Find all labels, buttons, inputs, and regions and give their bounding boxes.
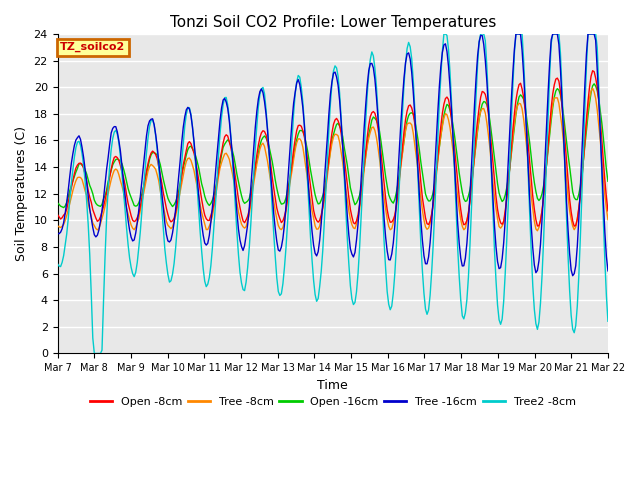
Open -8cm: [604, 208, 612, 214]
Open -8cm: [294, 123, 302, 129]
Tree -8cm: [236, 216, 244, 221]
Tree -16cm: [294, 77, 302, 83]
Tree -8cm: [534, 228, 541, 234]
Open -8cm: [575, 205, 582, 211]
Tree -16cm: [54, 230, 61, 236]
Open -16cm: [237, 193, 245, 199]
Tree -16cm: [577, 185, 584, 191]
Line: Tree2 -8cm: Tree2 -8cm: [58, 34, 608, 353]
Tree2 -8cm: [577, 235, 584, 240]
Open -16cm: [296, 128, 303, 133]
Open -8cm: [570, 223, 578, 229]
Open -8cm: [54, 212, 61, 217]
Line: Open -8cm: Open -8cm: [58, 71, 608, 226]
Tree -16cm: [604, 268, 612, 274]
Legend: Open -8cm, Tree -8cm, Open -16cm, Tree -16cm, Tree2 -8cm: Open -8cm, Tree -8cm, Open -16cm, Tree -…: [85, 393, 580, 412]
Line: Tree -16cm: Tree -16cm: [58, 34, 608, 276]
Tree2 -8cm: [90, 350, 98, 356]
Line: Open -16cm: Open -16cm: [58, 84, 608, 207]
Tree2 -8cm: [220, 102, 227, 108]
Open -8cm: [218, 149, 225, 155]
Tree -8cm: [294, 136, 302, 142]
Tree2 -8cm: [442, 31, 449, 37]
Tree2 -8cm: [604, 318, 612, 324]
Tree2 -8cm: [237, 280, 245, 286]
Title: Tonzi Soil CO2 Profile: Lower Temperatures: Tonzi Soil CO2 Profile: Lower Temperatur…: [170, 15, 496, 30]
Open -16cm: [220, 144, 227, 150]
Open -16cm: [60, 204, 67, 210]
Text: TZ_soilco2: TZ_soilco2: [60, 42, 125, 52]
Tree -8cm: [121, 198, 129, 204]
Tree2 -8cm: [123, 225, 131, 230]
Tree2 -8cm: [54, 261, 61, 267]
X-axis label: Time: Time: [317, 379, 348, 392]
Open -8cm: [121, 181, 129, 187]
Tree -8cm: [589, 85, 596, 91]
Tree2 -8cm: [247, 223, 255, 228]
Tree2 -8cm: [296, 74, 303, 80]
Open -16cm: [54, 200, 61, 206]
Open -8cm: [236, 204, 244, 210]
Y-axis label: Soil Temperatures (C): Soil Temperatures (C): [15, 126, 28, 261]
Tree -16cm: [245, 206, 253, 212]
Tree -16cm: [512, 31, 520, 37]
Tree -8cm: [604, 217, 612, 223]
Open -16cm: [590, 81, 598, 87]
Open -8cm: [589, 68, 596, 73]
Tree -16cm: [218, 105, 225, 111]
Tree -8cm: [245, 212, 253, 217]
Tree -8cm: [218, 160, 225, 166]
Open -16cm: [604, 179, 612, 184]
Open -16cm: [123, 179, 131, 184]
Tree -16cm: [121, 192, 129, 197]
Tree -8cm: [54, 223, 61, 228]
Line: Tree -8cm: Tree -8cm: [58, 88, 608, 231]
Tree -16cm: [236, 237, 244, 243]
Open -16cm: [247, 190, 255, 196]
Tree -8cm: [575, 206, 582, 212]
Open -8cm: [245, 207, 253, 213]
Open -16cm: [575, 192, 582, 197]
Tree -16cm: [569, 273, 577, 278]
